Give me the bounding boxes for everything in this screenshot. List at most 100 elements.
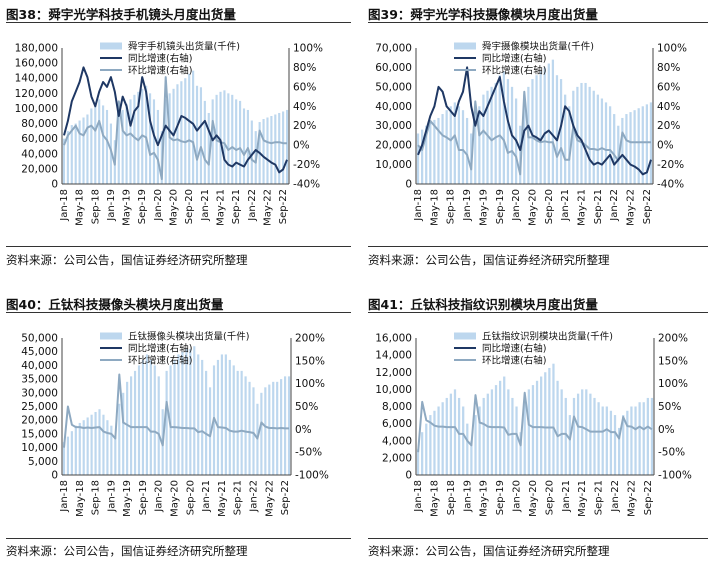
- bar: [82, 117, 85, 184]
- source-rule: [6, 246, 351, 247]
- x-tick-label: Jan-20: [512, 480, 523, 513]
- bar: [527, 389, 530, 475]
- bar: [617, 427, 621, 475]
- bar: [539, 71, 542, 184]
- bar: [474, 415, 477, 475]
- x-tick-label: Sep-22: [642, 189, 653, 224]
- source-rule: [6, 538, 351, 539]
- legend-label: 同比增速(右轴): [128, 343, 192, 355]
- bar: [211, 99, 214, 184]
- bar: [114, 436, 117, 475]
- bar: [494, 385, 498, 475]
- x-tick-label: May-20: [169, 189, 180, 226]
- bar: [248, 381, 251, 475]
- y2-tick-label: 80%: [657, 62, 680, 74]
- bar: [503, 376, 506, 475]
- bar: [465, 117, 469, 184]
- mom-line: [63, 373, 289, 448]
- bar: [588, 86, 591, 184]
- bar: [232, 365, 235, 475]
- x-tick-label: Sep-22: [643, 480, 654, 515]
- x-tick-label: Jan-20: [511, 189, 522, 222]
- y2-tick-label: 60%: [657, 81, 680, 93]
- bar: [157, 376, 160, 475]
- mom-line: [417, 90, 651, 176]
- bar: [457, 397, 461, 475]
- bar: [105, 109, 109, 184]
- bar: [164, 99, 167, 184]
- x-tick-label: Jan-19: [106, 480, 117, 513]
- y-tick-label: 25,000: [21, 401, 58, 413]
- legend-label: 环比增速(右轴): [482, 355, 546, 367]
- bar: [629, 112, 632, 184]
- chart-title: 图41：丘钛科技指纹识别模块月度出货量: [368, 297, 598, 312]
- x-tick-label: Jan-21: [560, 189, 571, 222]
- bar: [129, 99, 132, 184]
- x-tick-label: Jan-21: [200, 189, 211, 222]
- x-tick-label: May-21: [577, 189, 588, 226]
- y-tick-label: 10,000: [375, 159, 412, 171]
- y2-tick-label: 60%: [293, 81, 316, 93]
- bar: [90, 414, 93, 475]
- y2-tick-label: 100%: [658, 378, 688, 390]
- bar: [502, 71, 505, 184]
- y-tick-label: 160,000: [15, 58, 58, 70]
- y-tick-label: 40,000: [21, 148, 58, 160]
- x-tick-label: Sep-19: [137, 189, 148, 224]
- bar: [441, 114, 444, 184]
- bar: [219, 91, 222, 184]
- bar: [641, 106, 644, 184]
- bar: [90, 108, 93, 184]
- bar: [133, 94, 136, 184]
- bar: [560, 389, 563, 475]
- y-tick-label: 45,000: [21, 346, 58, 358]
- y-tick-label: 60,000: [21, 133, 58, 145]
- y2-tick-label: 80%: [293, 62, 316, 74]
- bar: [278, 112, 281, 184]
- legend-label: 丘钛摄像头模块出货量(千件): [128, 331, 249, 343]
- bar: [638, 402, 641, 475]
- bar: [650, 397, 654, 475]
- x-tick-label: May-18: [429, 189, 440, 226]
- bar: [169, 365, 172, 475]
- bar: [597, 402, 600, 475]
- bar: [416, 133, 420, 184]
- bar: [572, 90, 575, 184]
- x-tick-label: Jan-22: [247, 189, 258, 222]
- x-tick-label: Sep-21: [594, 480, 605, 515]
- bar: [605, 406, 608, 475]
- bar: [74, 425, 77, 475]
- x-tick-label: Jan-22: [249, 480, 260, 513]
- bar: [180, 81, 183, 184]
- x-tick-label: May-22: [264, 480, 275, 517]
- x-tick-label: Jan-21: [201, 480, 212, 513]
- bar: [540, 376, 543, 475]
- bar: [519, 432, 522, 475]
- bar: [216, 359, 220, 475]
- y-tick-label: 100,000: [15, 103, 58, 115]
- y-tick-label: 20,000: [375, 140, 412, 152]
- y-tick-label: 140,000: [15, 73, 58, 85]
- source-note: 资料来源：公司公告，国信证券经济研究所整理: [6, 253, 248, 267]
- x-tick-label: May-21: [216, 189, 227, 226]
- bar: [625, 114, 628, 184]
- y-tick-label: 40,000: [375, 101, 412, 113]
- x-tick-label: Jan-19: [462, 480, 473, 513]
- bar: [224, 354, 227, 475]
- y-tick-label: 2,000: [382, 452, 412, 464]
- x-tick-label: May-20: [170, 480, 181, 517]
- x-tick-label: Jan-20: [154, 480, 165, 513]
- y-tick-label: 5,000: [28, 456, 58, 468]
- bar: [441, 402, 444, 475]
- bar: [490, 389, 494, 475]
- bar: [600, 98, 604, 184]
- y-tick-label: 50,000: [375, 81, 412, 93]
- bar: [223, 90, 226, 184]
- source-note: 资料来源：公司公告，国信证券经济研究所整理: [368, 544, 610, 558]
- x-tick-label: Jan-18: [59, 189, 70, 222]
- bar: [630, 406, 633, 475]
- x-tick-label: Sep-21: [233, 480, 244, 515]
- source-rule: [368, 538, 708, 539]
- bar: [511, 397, 514, 475]
- bar: [433, 119, 436, 184]
